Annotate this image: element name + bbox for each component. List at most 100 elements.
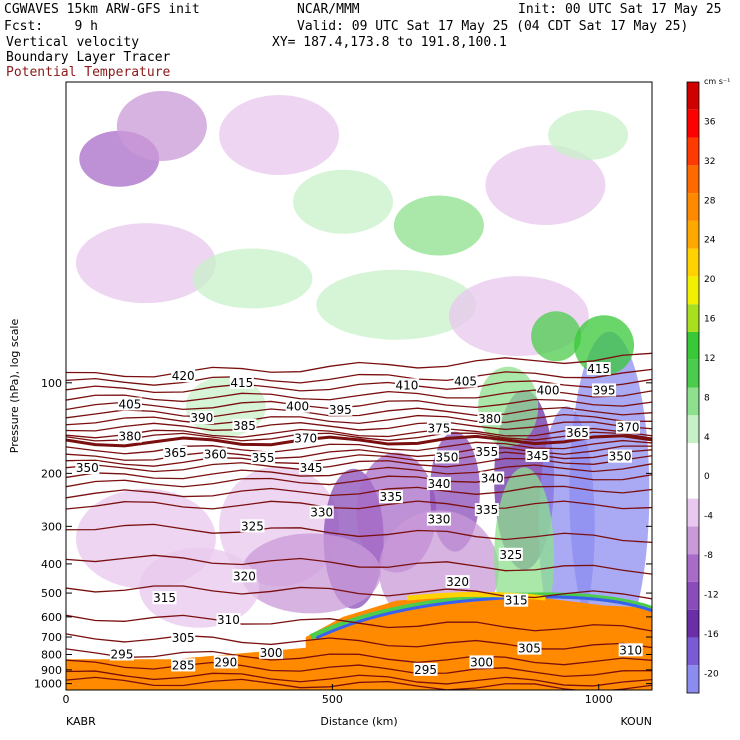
theta-contour-345	[66, 463, 652, 480]
y-tick-label: 900	[41, 664, 62, 677]
theta-label-bg	[171, 369, 196, 383]
theta-label: 300	[470, 655, 493, 669]
velocity-blob	[548, 109, 629, 160]
theta-contour-355	[66, 449, 652, 467]
colorbar-label: 12	[704, 354, 715, 364]
field-vertical-velocity: Vertical velocity	[6, 35, 140, 50]
theta-contour-375	[66, 431, 652, 442]
colorbar-label: 16	[704, 315, 716, 325]
theta-label: 410	[395, 378, 418, 392]
theta-label-bg	[586, 362, 611, 376]
theta-contour-420	[66, 352, 652, 378]
theta-label-bg	[592, 383, 617, 397]
theta-label-bg	[394, 378, 419, 392]
theta-label-bg	[251, 451, 276, 465]
theta-label: 390	[190, 411, 213, 425]
colorbar-label: 24	[704, 236, 716, 246]
theta-label-bg	[328, 402, 353, 416]
colorbar-label: -4	[704, 512, 713, 522]
theta-label: 405	[454, 375, 477, 389]
tracer-region	[66, 595, 652, 690]
theta-label: 400	[537, 383, 560, 397]
y-tick-label: 700	[41, 631, 62, 644]
theta-label-bg	[163, 445, 188, 459]
theta-label-bg	[285, 399, 310, 413]
theta-label: 380	[478, 412, 501, 426]
x-axis-title: Distance (km)	[320, 715, 397, 728]
theta-label-bg	[474, 503, 499, 517]
theta-label: 415	[587, 362, 610, 376]
theta-label: 400	[286, 400, 309, 414]
theta-label: 295	[414, 663, 437, 677]
velocity-blob	[139, 547, 260, 628]
colorbar-swatch	[687, 637, 699, 666]
colorbar-swatch	[687, 137, 699, 166]
theta-label: 325	[499, 548, 522, 562]
theta-label: 395	[329, 403, 352, 417]
theta-label-bg	[477, 412, 502, 426]
colorbar-swatch	[687, 526, 699, 555]
theta-label: 365	[566, 426, 589, 440]
theta-label-bg	[309, 505, 334, 519]
boundary-layer-tracer-shading	[66, 591, 652, 690]
theta-label-bg	[299, 461, 324, 475]
tracer-edge	[406, 591, 546, 601]
theta-label: 380	[118, 430, 141, 444]
theta-contour-310	[66, 614, 652, 632]
colorbar-swatch	[687, 665, 699, 693]
velocity-blob	[75, 223, 216, 304]
theta-label-bg	[378, 490, 403, 504]
valid-time: Valid: 09 UTC Sat 17 May 25 (04 CDT Sat …	[297, 19, 689, 34]
colorbar-label: -16	[704, 630, 719, 640]
colorbar-swatch	[687, 359, 699, 388]
theta-label-bg	[536, 383, 561, 397]
theta-label-bg	[232, 418, 257, 432]
theta-label-bg	[189, 411, 214, 425]
right-station-label: KOUN	[620, 715, 652, 728]
theta-label-bg	[216, 613, 241, 627]
colorbar-swatch	[687, 193, 699, 221]
theta-label: 355	[475, 445, 498, 459]
tracer-edge	[315, 595, 652, 640]
theta-contour-370	[66, 434, 652, 448]
colorbar-label: -12	[704, 590, 719, 600]
theta-label-bg	[213, 655, 238, 669]
colorbar-swatch	[687, 554, 699, 582]
y-tick-label: 200	[41, 467, 62, 480]
colorbar-label: 8	[704, 393, 710, 403]
theta-label: 320	[233, 569, 256, 583]
velocity-blob	[219, 94, 340, 175]
x-tick-label: 0	[63, 693, 70, 706]
theta-label-bg	[445, 575, 470, 589]
velocity-blob	[478, 366, 539, 447]
theta-label: 340	[481, 471, 504, 485]
colorbar-swatch	[687, 415, 699, 444]
model-title: CGWAVES 15km ARW-GFS init	[4, 2, 200, 17]
colorbar-label: 28	[704, 196, 716, 206]
theta-label-bg	[232, 569, 257, 583]
colorbar-swatch	[687, 387, 699, 416]
theta-label-bg	[616, 420, 641, 434]
colorbar-swatch	[687, 165, 699, 194]
theta-label: 415	[230, 376, 253, 390]
theta-label: 305	[172, 631, 195, 645]
theta-contour-300	[66, 648, 652, 666]
y-tick-label: 800	[41, 648, 62, 661]
theta-label: 330	[310, 506, 333, 520]
y-tick-label: 1000	[34, 678, 62, 691]
init-time: Init: 00 UTC Sat 17 May 25	[518, 2, 722, 17]
theta-contour-295	[66, 659, 652, 678]
theta-label: 305	[518, 642, 541, 656]
theta-label-bg	[469, 655, 494, 669]
theta-label-bg	[171, 658, 196, 672]
velocity-blob	[485, 145, 606, 226]
y-axis-title: Pressure (hPa), log scale	[8, 319, 21, 454]
velocity-blob	[241, 533, 382, 614]
theta-label-bg	[504, 593, 529, 607]
theta-label: 335	[380, 490, 403, 504]
colorbar-swatch	[687, 331, 699, 360]
colorbar-swatch	[687, 304, 699, 332]
colorbar-swatch	[687, 581, 699, 610]
theta-label-bg	[229, 375, 254, 389]
